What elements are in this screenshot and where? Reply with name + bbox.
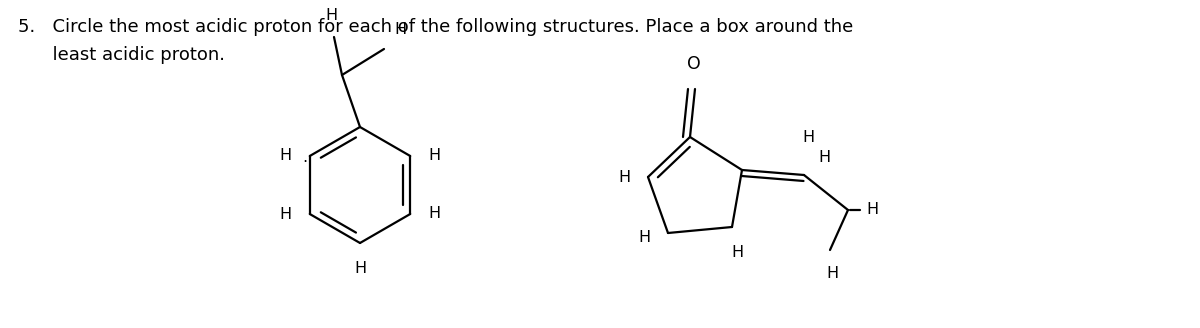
Text: H: H	[731, 245, 743, 260]
Text: H: H	[826, 266, 838, 281]
Text: H: H	[428, 207, 440, 221]
Text: H: H	[394, 22, 406, 37]
Text: H: H	[325, 8, 337, 23]
Text: H: H	[428, 149, 440, 163]
Text: .: .	[301, 151, 307, 166]
Text: H: H	[280, 149, 292, 163]
Text: H: H	[802, 131, 814, 146]
Text: H: H	[818, 150, 830, 165]
Text: H: H	[354, 261, 366, 276]
Text: 5.   Circle the most acidic proton for each of the following structures. Place a: 5. Circle the most acidic proton for eac…	[18, 18, 853, 36]
Text: least acidic proton.: least acidic proton.	[18, 46, 226, 64]
Text: H: H	[280, 207, 292, 221]
Text: O: O	[688, 55, 701, 73]
Text: H: H	[638, 231, 650, 245]
Text: H: H	[866, 202, 878, 217]
Text: H: H	[618, 170, 630, 184]
